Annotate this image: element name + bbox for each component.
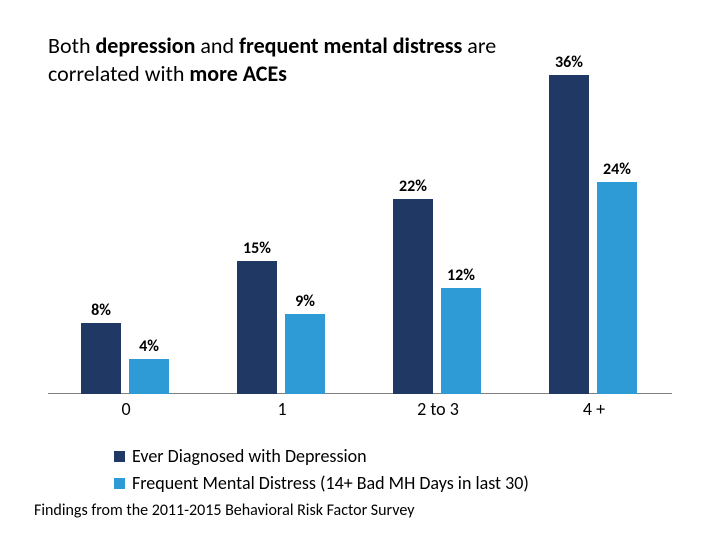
bar bbox=[393, 199, 433, 394]
bar-value-label: 12% bbox=[431, 266, 491, 285]
footer-text: Findings from the 2011-2015 Behavioral R… bbox=[34, 501, 414, 520]
bar bbox=[129, 359, 169, 394]
legend-item: Ever Diagnosed with Depression bbox=[114, 444, 674, 469]
legend: Ever Diagnosed with DepressionFrequent M… bbox=[114, 444, 674, 498]
plot-area: 8% 4% 15% 9% 22% 12% 36% 24% bbox=[48, 40, 672, 394]
bar bbox=[441, 288, 481, 394]
bar-chart: 8% 4% 15% 9% 22% 12% 36% 24% 012 to 34 + bbox=[48, 30, 672, 420]
legend-label: Ever Diagnosed with Depression bbox=[132, 444, 367, 469]
legend-label: Frequent Mental Distress (14+ Bad MH Day… bbox=[132, 471, 529, 496]
bar bbox=[597, 182, 637, 394]
x-axis-label: 2 to 3 bbox=[360, 398, 516, 420]
bar-value-label: 9% bbox=[275, 292, 335, 311]
bar-value-label: 36% bbox=[539, 53, 599, 72]
bar bbox=[549, 75, 589, 394]
bar-value-label: 22% bbox=[383, 177, 443, 196]
x-axis-label: 1 bbox=[204, 398, 360, 420]
bar bbox=[285, 314, 325, 394]
legend-swatch bbox=[114, 478, 125, 489]
legend-item: Frequent Mental Distress (14+ Bad MH Day… bbox=[114, 471, 674, 496]
bar-value-label: 4% bbox=[119, 337, 179, 356]
x-axis-label: 0 bbox=[48, 398, 204, 420]
bar-value-label: 8% bbox=[71, 301, 131, 320]
x-axis-label: 4 + bbox=[516, 398, 672, 420]
bar bbox=[81, 323, 121, 394]
legend-swatch bbox=[114, 451, 125, 462]
bar-value-label: 24% bbox=[587, 160, 647, 179]
bar-value-label: 15% bbox=[227, 239, 287, 258]
bar bbox=[237, 261, 277, 394]
